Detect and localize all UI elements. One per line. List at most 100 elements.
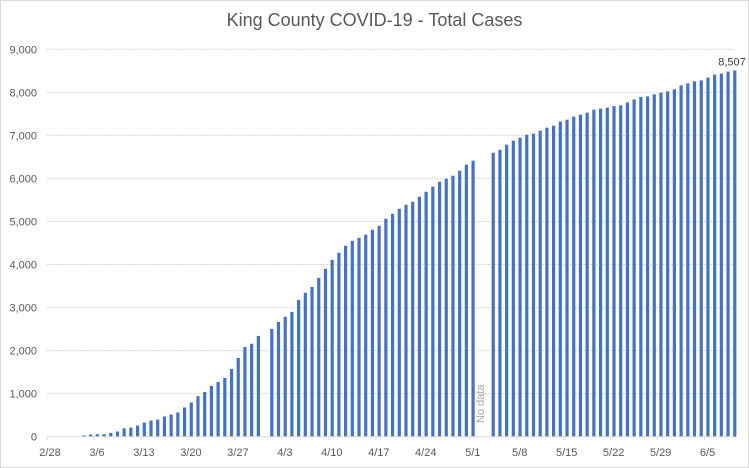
bar xyxy=(216,381,220,437)
y-tick-label: 1,000 xyxy=(9,389,37,401)
bar xyxy=(471,160,475,437)
y-tick-label: 7,000 xyxy=(9,130,37,142)
bar xyxy=(558,121,562,437)
bar xyxy=(115,431,120,437)
bar xyxy=(605,107,609,437)
bar xyxy=(182,407,187,437)
bar xyxy=(377,225,381,437)
x-tick-label: 5/29 xyxy=(650,447,671,459)
bar xyxy=(149,420,153,437)
bar xyxy=(256,335,260,437)
bar xyxy=(692,81,697,437)
bar xyxy=(270,328,274,437)
bar xyxy=(686,83,690,437)
bar xyxy=(330,259,334,437)
bar xyxy=(243,346,247,437)
bar xyxy=(250,343,254,437)
bar xyxy=(390,213,395,437)
x-tick-label: 5/8 xyxy=(512,447,527,459)
bar xyxy=(578,114,583,437)
bar xyxy=(109,432,113,437)
annotations: No data 8,507 xyxy=(475,57,746,423)
bar xyxy=(196,396,200,437)
bar xyxy=(458,170,462,437)
bar xyxy=(659,92,663,437)
bar xyxy=(370,229,375,437)
x-tick-label: 5/1 xyxy=(465,447,480,459)
bar xyxy=(189,402,193,437)
bar xyxy=(498,149,502,437)
bar xyxy=(645,96,650,437)
bar xyxy=(156,419,160,437)
x-tick-label: 3/20 xyxy=(180,447,201,459)
bar xyxy=(102,434,106,437)
bar xyxy=(444,178,448,437)
bar xyxy=(236,357,240,437)
bar xyxy=(223,377,227,437)
bar xyxy=(699,80,703,437)
y-tick-label: 3,000 xyxy=(9,303,37,315)
bar xyxy=(632,99,636,437)
bar xyxy=(89,434,93,437)
x-tick-label: 4/10 xyxy=(321,447,342,459)
bar xyxy=(424,191,428,437)
bar xyxy=(162,416,167,437)
bar xyxy=(290,311,294,437)
y-tick-label: 4,000 xyxy=(9,260,37,272)
bar xyxy=(129,427,133,437)
bars xyxy=(82,70,737,437)
bar xyxy=(323,268,328,437)
bar xyxy=(505,144,509,437)
bar xyxy=(572,116,576,437)
bar xyxy=(592,109,596,437)
x-tick-label: 6/5 xyxy=(700,447,715,459)
bar xyxy=(337,252,341,437)
y-tick-label: 2,000 xyxy=(9,346,37,358)
x-tick-label: 5/15 xyxy=(556,447,577,459)
bar xyxy=(464,164,468,437)
bar xyxy=(672,89,676,437)
bar xyxy=(531,133,536,437)
bar xyxy=(203,391,207,437)
bar xyxy=(431,186,435,437)
bar xyxy=(357,237,361,437)
bar xyxy=(451,175,455,437)
bar xyxy=(411,201,415,437)
bar xyxy=(491,152,495,437)
bar xyxy=(350,240,354,437)
x-tick-label: 2/28 xyxy=(39,447,60,459)
x-axis: 2/28 3/6 3/13 3/20 3/27 4/3 4/10 4/17 4/24 5/1 5/8… xyxy=(39,436,733,459)
bar xyxy=(209,385,213,437)
bar xyxy=(417,196,422,437)
y-tick-label: 6,000 xyxy=(9,173,37,185)
bar xyxy=(384,218,388,437)
bar xyxy=(343,245,348,437)
bar xyxy=(719,73,723,437)
bar xyxy=(585,112,589,437)
bar xyxy=(598,108,603,437)
bar xyxy=(437,181,442,437)
bar xyxy=(169,414,173,437)
bar xyxy=(713,74,717,437)
bar xyxy=(733,70,737,437)
bar xyxy=(404,204,408,437)
bar xyxy=(135,425,140,437)
y-tick-label: 8,000 xyxy=(9,87,37,99)
bar xyxy=(176,412,180,437)
y-axis-labels: 0 1,000 2,000 3,000 4,000 5,000 6,000 7,000 8,00… xyxy=(9,44,37,443)
bar xyxy=(525,134,529,437)
no-data-annotation: No data xyxy=(475,384,487,423)
x-tick-label: 4/24 xyxy=(415,447,436,459)
bar xyxy=(565,119,569,437)
bar xyxy=(82,435,86,437)
bar xyxy=(511,140,515,437)
bar xyxy=(545,127,549,437)
x-tick-label: 4/3 xyxy=(277,447,292,459)
bar xyxy=(303,292,307,437)
bar xyxy=(726,71,730,437)
bar xyxy=(652,94,656,437)
bar xyxy=(142,422,146,437)
bar xyxy=(679,85,683,437)
bar xyxy=(297,299,301,437)
chart-title: King County COVID-19 - Total Cases xyxy=(226,10,523,30)
